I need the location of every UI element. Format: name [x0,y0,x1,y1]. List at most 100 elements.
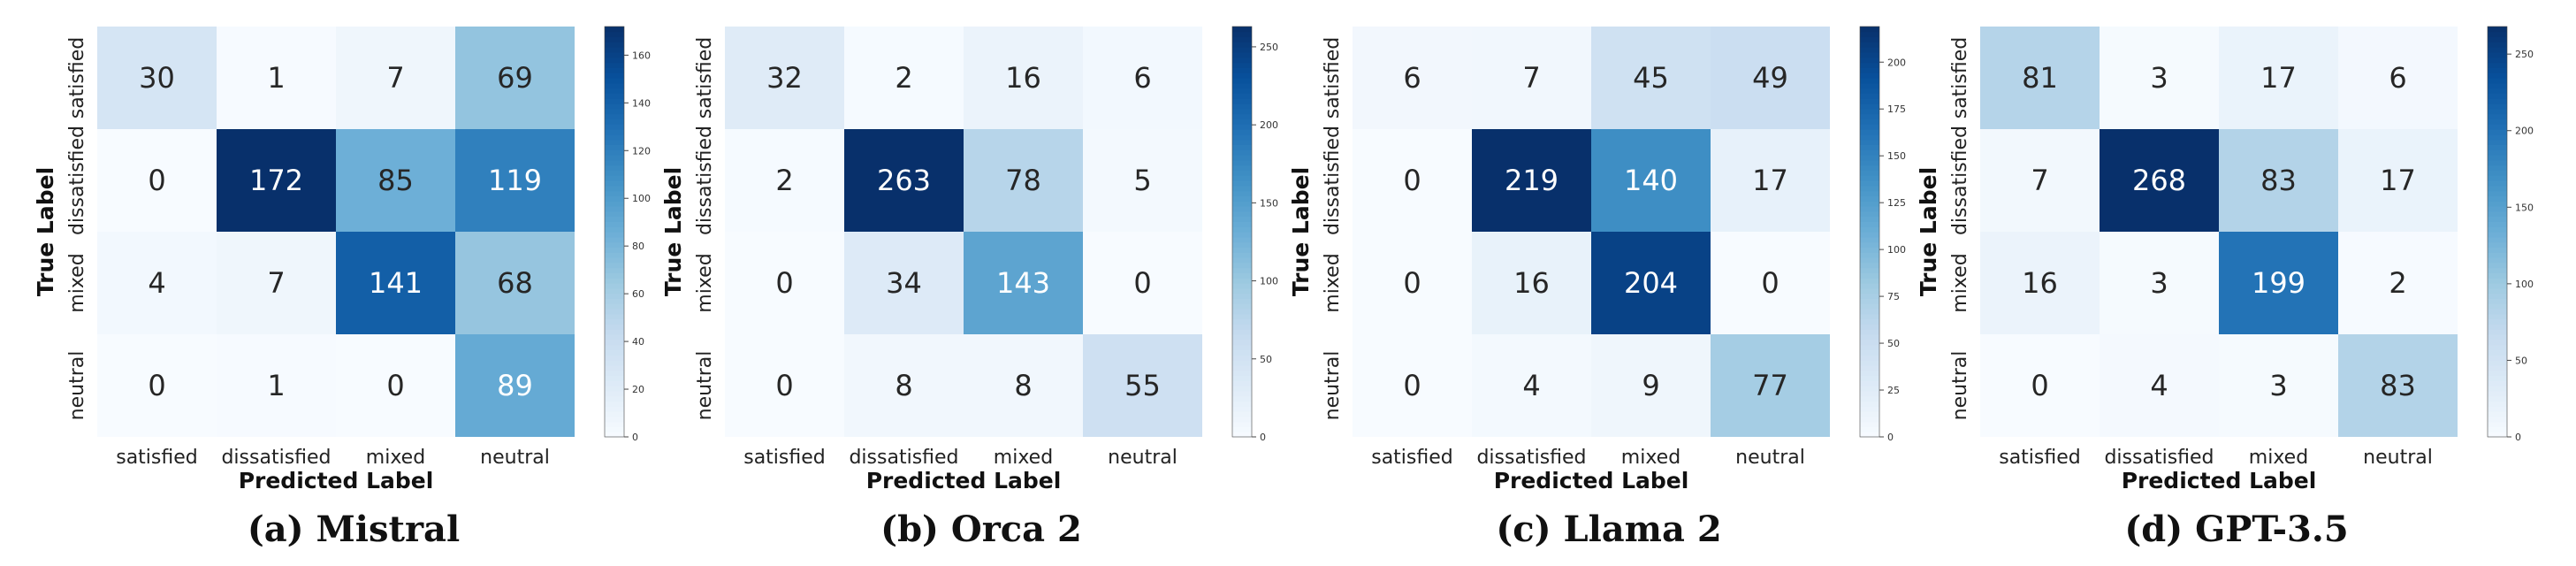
colorbar-segment [605,195,624,202]
colorbar-segment [2488,164,2507,171]
colorbar-segment [605,324,624,330]
colorbar-segment [1232,241,1252,248]
colorbar-tick-label: 250 [2515,49,2534,60]
colorbar-segment [1232,190,1252,196]
heatmap-cell [1591,334,1711,437]
heatmap-cell [1472,232,1591,334]
heatmap-cell [1711,334,1830,437]
panel-4: 81 3 17 6 7 268 83 17 16 3 199 2 0 4 3 83 satisfied dissa… [1916,26,2534,550]
y-axis-label: True Label [660,167,686,296]
colorbar-segment [1232,149,1252,156]
colorbar-segment [1860,324,1879,330]
colorbar-segment [2488,355,2507,361]
colorbar-segment [1860,262,1879,269]
colorbar-segment [605,395,624,402]
colorbar-segment [1860,411,1879,417]
heatmap-cell [217,27,336,129]
colorbar-segment [605,164,624,171]
heatmap-cell [1980,27,2100,129]
colorbar-segment [2488,31,2507,38]
colorbar-segment [1860,432,1879,438]
colorbar-segment [605,108,624,115]
heatmap-cell [844,334,964,437]
colorbar-segment [1232,159,1252,166]
heatmap-cell [2338,334,2458,437]
colorbar-segment [1232,318,1252,325]
colorbar-segment [1232,124,1252,130]
colorbar-segment [1860,309,1879,315]
colorbar-segment [605,416,624,423]
y-tick-label: satisfied [1322,37,1344,119]
cell-value-label: 83 [2260,164,2297,197]
colorbar-segment [2488,232,2507,238]
colorbar-segment [605,27,624,33]
colorbar-segment [1860,386,1879,392]
colorbar-segment [605,309,624,315]
colorbar-segment [605,283,624,289]
colorbar-frame [1231,26,1253,438]
colorbar-segment [2488,119,2507,125]
colorbar-segment [2488,155,2507,161]
cell-value-label: 45 [1633,61,1669,95]
cell-value-label: 17 [1752,164,1788,197]
colorbar-segment [1232,293,1252,299]
colorbar-segment [605,185,624,192]
y-tick-label: neutral [66,351,88,421]
colorbar-segment [1232,334,1252,340]
colorbar-tick-label: 150 [2515,202,2534,213]
heatmap-cell [2219,129,2338,232]
x-tick-label: mixed [1621,447,1680,469]
colorbar-segment [1232,247,1252,253]
colorbar-segment [1860,159,1879,166]
colorbar-segment [605,206,624,212]
colorbar-segment [1860,334,1879,340]
colorbar-segment [605,236,624,243]
colorbar-segment [2488,67,2507,73]
colorbar-segment [605,241,624,248]
colorbar-segment [605,113,624,119]
colorbar-segment [605,180,624,187]
colorbar-segment [2488,272,2507,279]
colorbar-segment [1232,344,1252,350]
colorbar-segment [1860,364,1879,371]
colorbar-segment [1860,360,1879,366]
colorbar-tick-label: 20 [632,384,644,395]
colorbar-segment [1232,303,1252,310]
heatmap-cell [844,232,964,334]
colorbar-segment [1232,252,1252,258]
cell-value-label: 0 [148,164,165,197]
colorbar-segment [1860,241,1879,248]
colorbar-segment [1860,287,1879,294]
colorbar-segment [605,201,624,207]
cell-value-label: 0 [775,266,793,300]
colorbar-segment [605,47,624,53]
colorbar-segment [605,355,624,361]
colorbar-segment [1860,201,1879,207]
colorbar-segment [1860,344,1879,350]
colorbar-segment [605,232,624,238]
colorbar-tick-label: 125 [1887,197,1906,209]
heatmap-cell [97,129,217,232]
heatmap-cell [844,129,964,232]
colorbar-segment [2488,180,2507,187]
colorbar-segment [1232,416,1252,423]
colorbar-tick-label: 0 [632,432,638,443]
colorbar-segment [605,349,624,356]
colorbar-segment [2488,42,2507,48]
y-tick-label: dissatisfied [1949,126,1971,235]
colorbar-segment [605,334,624,340]
heatmap-cell [336,334,455,437]
heatmap-cell [1980,334,2100,437]
colorbar-segment [605,67,624,73]
colorbar-segment [1860,272,1879,279]
heatmap-cell [2219,334,2338,437]
cell-value-label: 7 [386,61,404,95]
colorbar-segment [1860,134,1879,141]
panel-caption: (d) GPT-3.5 [2124,509,2348,550]
colorbar-segment [1860,144,1879,150]
colorbar-segment [1860,395,1879,402]
colorbar-segment [2488,416,2507,423]
colorbar-segment [1232,210,1252,218]
colorbar-segment [2488,324,2507,330]
